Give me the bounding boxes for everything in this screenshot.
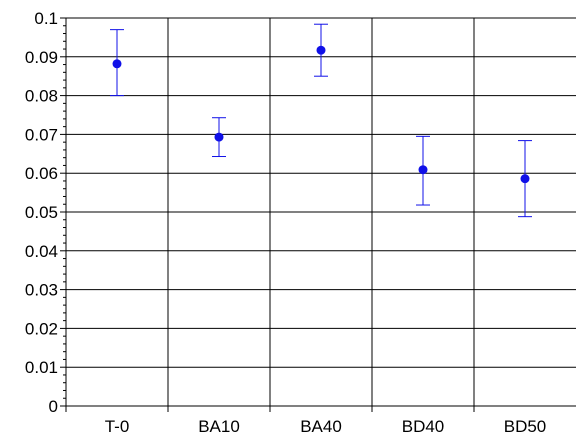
axes <box>65 18 576 412</box>
y-axis-ticks: 0 0.01 0.02 0.03 0.04 0.05 0.06 0.07 0.08 0.09 0.1 <box>25 9 66 416</box>
y-tick-label: 0.03 <box>25 281 58 300</box>
y-tick-label: 0.07 <box>25 125 58 144</box>
y-tick-label: 0 <box>49 397 58 416</box>
y-tick-label: 0.01 <box>25 358 58 377</box>
data-point <box>316 45 326 55</box>
x-axis-labels: T-0 BA10 BA40 BD40 BD50 <box>105 417 547 436</box>
x-tick-label: BA40 <box>300 417 342 436</box>
y-tick-label: 0.09 <box>25 48 58 67</box>
x-tick-label: BD40 <box>402 417 445 436</box>
data-point <box>520 174 530 184</box>
y-tick-label: 0.05 <box>25 203 58 222</box>
data-point <box>214 132 224 142</box>
series <box>110 23 532 218</box>
x-tick-label: BA10 <box>198 417 240 436</box>
y-tick-label: 0.06 <box>25 164 58 183</box>
data-point <box>418 165 428 175</box>
y-tick-label: 0.02 <box>25 319 58 338</box>
x-tick-label: T-0 <box>105 417 130 436</box>
x-tick-label: BD50 <box>504 417 547 436</box>
grid-lines <box>66 17 576 406</box>
y-tick-label: 0.08 <box>25 87 58 106</box>
y-tick-label: 0.1 <box>34 9 58 28</box>
data-point <box>112 59 122 69</box>
y-tick-label: 0.04 <box>25 242 58 261</box>
